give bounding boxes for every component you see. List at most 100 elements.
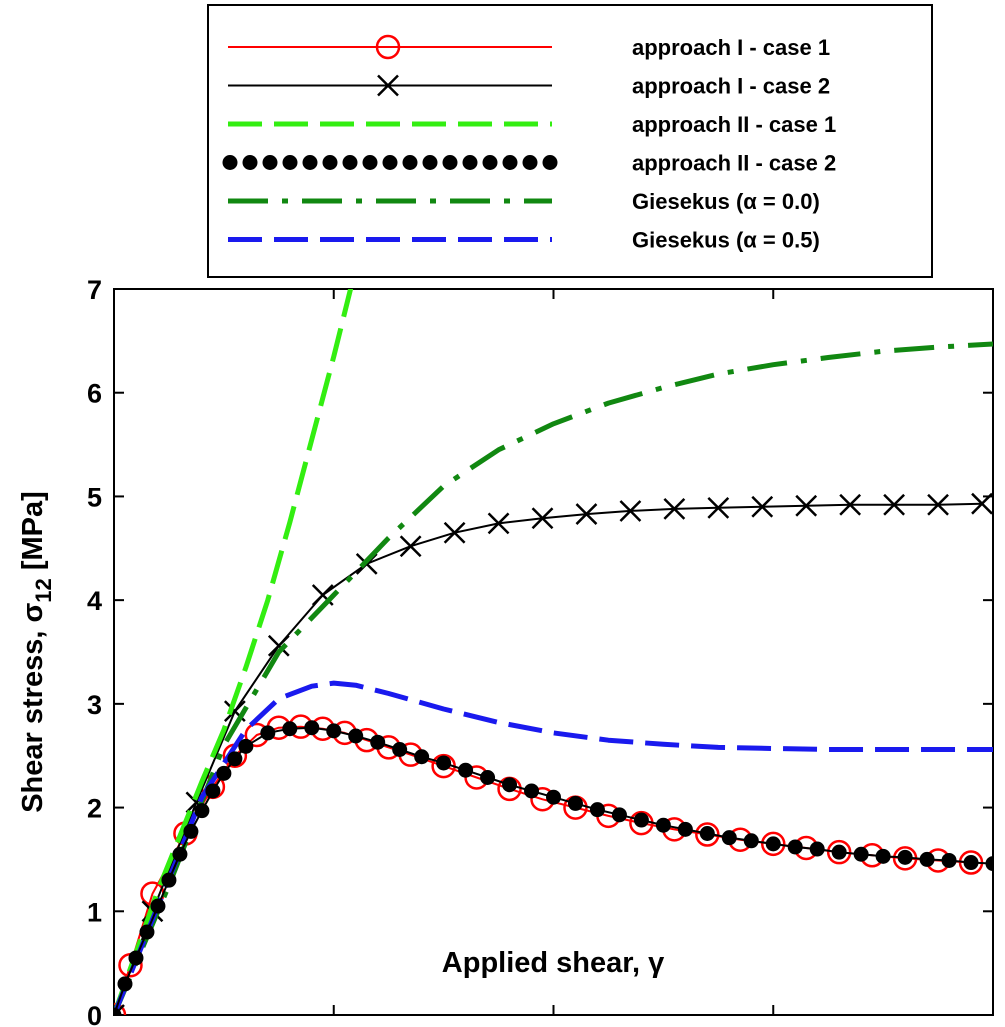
legend-swatch-marker	[482, 155, 498, 170]
series-4-point	[326, 723, 342, 739]
series-4-point	[963, 855, 979, 871]
series-4-point	[260, 725, 276, 741]
y-tick-label: 2	[87, 794, 102, 824]
legend-item: Giesekus (α = 0.0)	[228, 189, 820, 214]
series-4-point	[436, 755, 452, 771]
legend-swatch-marker	[422, 155, 438, 170]
series-3	[114, 289, 354, 1015]
legend-items: approach I - case 1 approach I - case 2 ap…	[222, 34, 836, 253]
axis-tick-labels: 0246801234567	[87, 275, 102, 1027]
legend-swatch-marker	[362, 155, 378, 170]
y-axis-title: Shear stress, σ12 [MPa]	[17, 491, 56, 813]
series-1-point	[826, 839, 852, 865]
y-tick-label: 7	[87, 275, 102, 305]
series-4-point	[348, 728, 364, 744]
series-2-point	[114, 1004, 125, 1015]
series-2-point	[751, 495, 774, 518]
legend-swatch-marker	[322, 155, 338, 170]
series-6	[114, 680, 993, 1015]
legend-swatch-marker	[522, 155, 538, 170]
series-3-line	[114, 289, 354, 1015]
legend-frame	[207, 4, 933, 278]
series-4-point	[183, 823, 199, 839]
series-2-point	[267, 634, 290, 657]
legend-swatch-marker	[402, 155, 418, 170]
series-4-point	[721, 830, 737, 846]
series-4-point	[919, 851, 935, 867]
series-1-point	[695, 822, 720, 847]
series-4-point	[589, 802, 605, 818]
series-5-line	[114, 341, 993, 1015]
legend-swatch-marker	[282, 155, 298, 170]
legend-swatch-marker	[222, 155, 238, 170]
series-4	[114, 720, 993, 1015]
series-4-point	[114, 1007, 122, 1015]
plot-area-frame	[113, 288, 994, 1016]
series-4-point	[392, 741, 408, 757]
series-4-point	[282, 721, 298, 737]
series-4-point	[985, 856, 993, 872]
y-axis-title-unit: [MPa]	[17, 491, 49, 578]
legend-swatch-marker	[542, 155, 558, 170]
series-4-point	[480, 769, 496, 785]
series-4-point	[370, 734, 386, 750]
series-4-point	[238, 738, 254, 754]
legend-label: Giesekus (α = 0.0)	[632, 189, 820, 214]
y-tick-label: 4	[87, 586, 102, 616]
legend-item: approach II - case 1	[228, 112, 836, 137]
series-4-point	[941, 852, 957, 868]
series-2-point	[927, 493, 949, 516]
series-4-point	[524, 783, 540, 799]
series-4-point	[117, 976, 133, 992]
series-4-point	[128, 950, 144, 966]
y-tick-label: 3	[87, 690, 102, 720]
legend-swatch-marker	[382, 155, 398, 170]
axis-ticks	[113, 288, 994, 1016]
legend-label: approach I - case 2	[632, 74, 830, 99]
legend-swatch-marker	[377, 74, 399, 97]
legend-swatch-marker	[242, 155, 258, 170]
series-2-point	[443, 521, 466, 544]
series-4-point	[458, 762, 474, 778]
legend-swatch-marker	[462, 155, 478, 170]
legend-swatch-marker	[442, 155, 458, 170]
series-4-point	[809, 841, 825, 857]
legend: approach I - case 1 approach I - case 2 ap…	[207, 4, 933, 278]
series-4-point	[227, 751, 243, 767]
series-4-point	[853, 846, 869, 862]
legend-label: approach II - case 2	[632, 151, 836, 176]
series-2-point	[531, 507, 554, 530]
series-4-point	[611, 807, 627, 823]
series-4-point	[699, 826, 715, 841]
series-4-point	[414, 749, 430, 765]
series-4-point	[875, 848, 891, 864]
series-4-point	[655, 817, 671, 833]
series-2-point	[399, 535, 422, 558]
legend-item: approach II - case 2	[222, 151, 836, 176]
y-tick-label: 6	[87, 379, 102, 409]
series-4-point	[897, 849, 913, 865]
series-2-point	[883, 493, 905, 516]
series-4-point	[139, 924, 155, 940]
series-4-point	[304, 720, 320, 736]
plot-series	[114, 289, 993, 1015]
series-2-point	[487, 512, 510, 535]
y-axis-title-subscript: 12	[31, 578, 56, 602]
y-tick-label: 5	[87, 482, 102, 512]
series-4-point	[194, 803, 210, 819]
x-axis-title: Applied shear, γ	[442, 947, 665, 979]
series-4-point	[150, 898, 166, 914]
legend-label: approach I - case 1	[632, 35, 830, 60]
series-6-line	[114, 680, 993, 1015]
series-2-point	[971, 492, 993, 515]
series-2-point	[619, 500, 642, 522]
series-4-point	[787, 839, 803, 855]
series-4-point	[567, 795, 583, 811]
legend-item: approach I - case 2	[228, 74, 830, 99]
legend-swatch-marker	[502, 155, 518, 170]
series-4-point	[172, 846, 188, 862]
legend-label: approach II - case 1	[632, 112, 836, 137]
legend-swatch-marker	[342, 155, 358, 170]
legend-label: Giesekus (α = 0.5)	[632, 228, 820, 253]
